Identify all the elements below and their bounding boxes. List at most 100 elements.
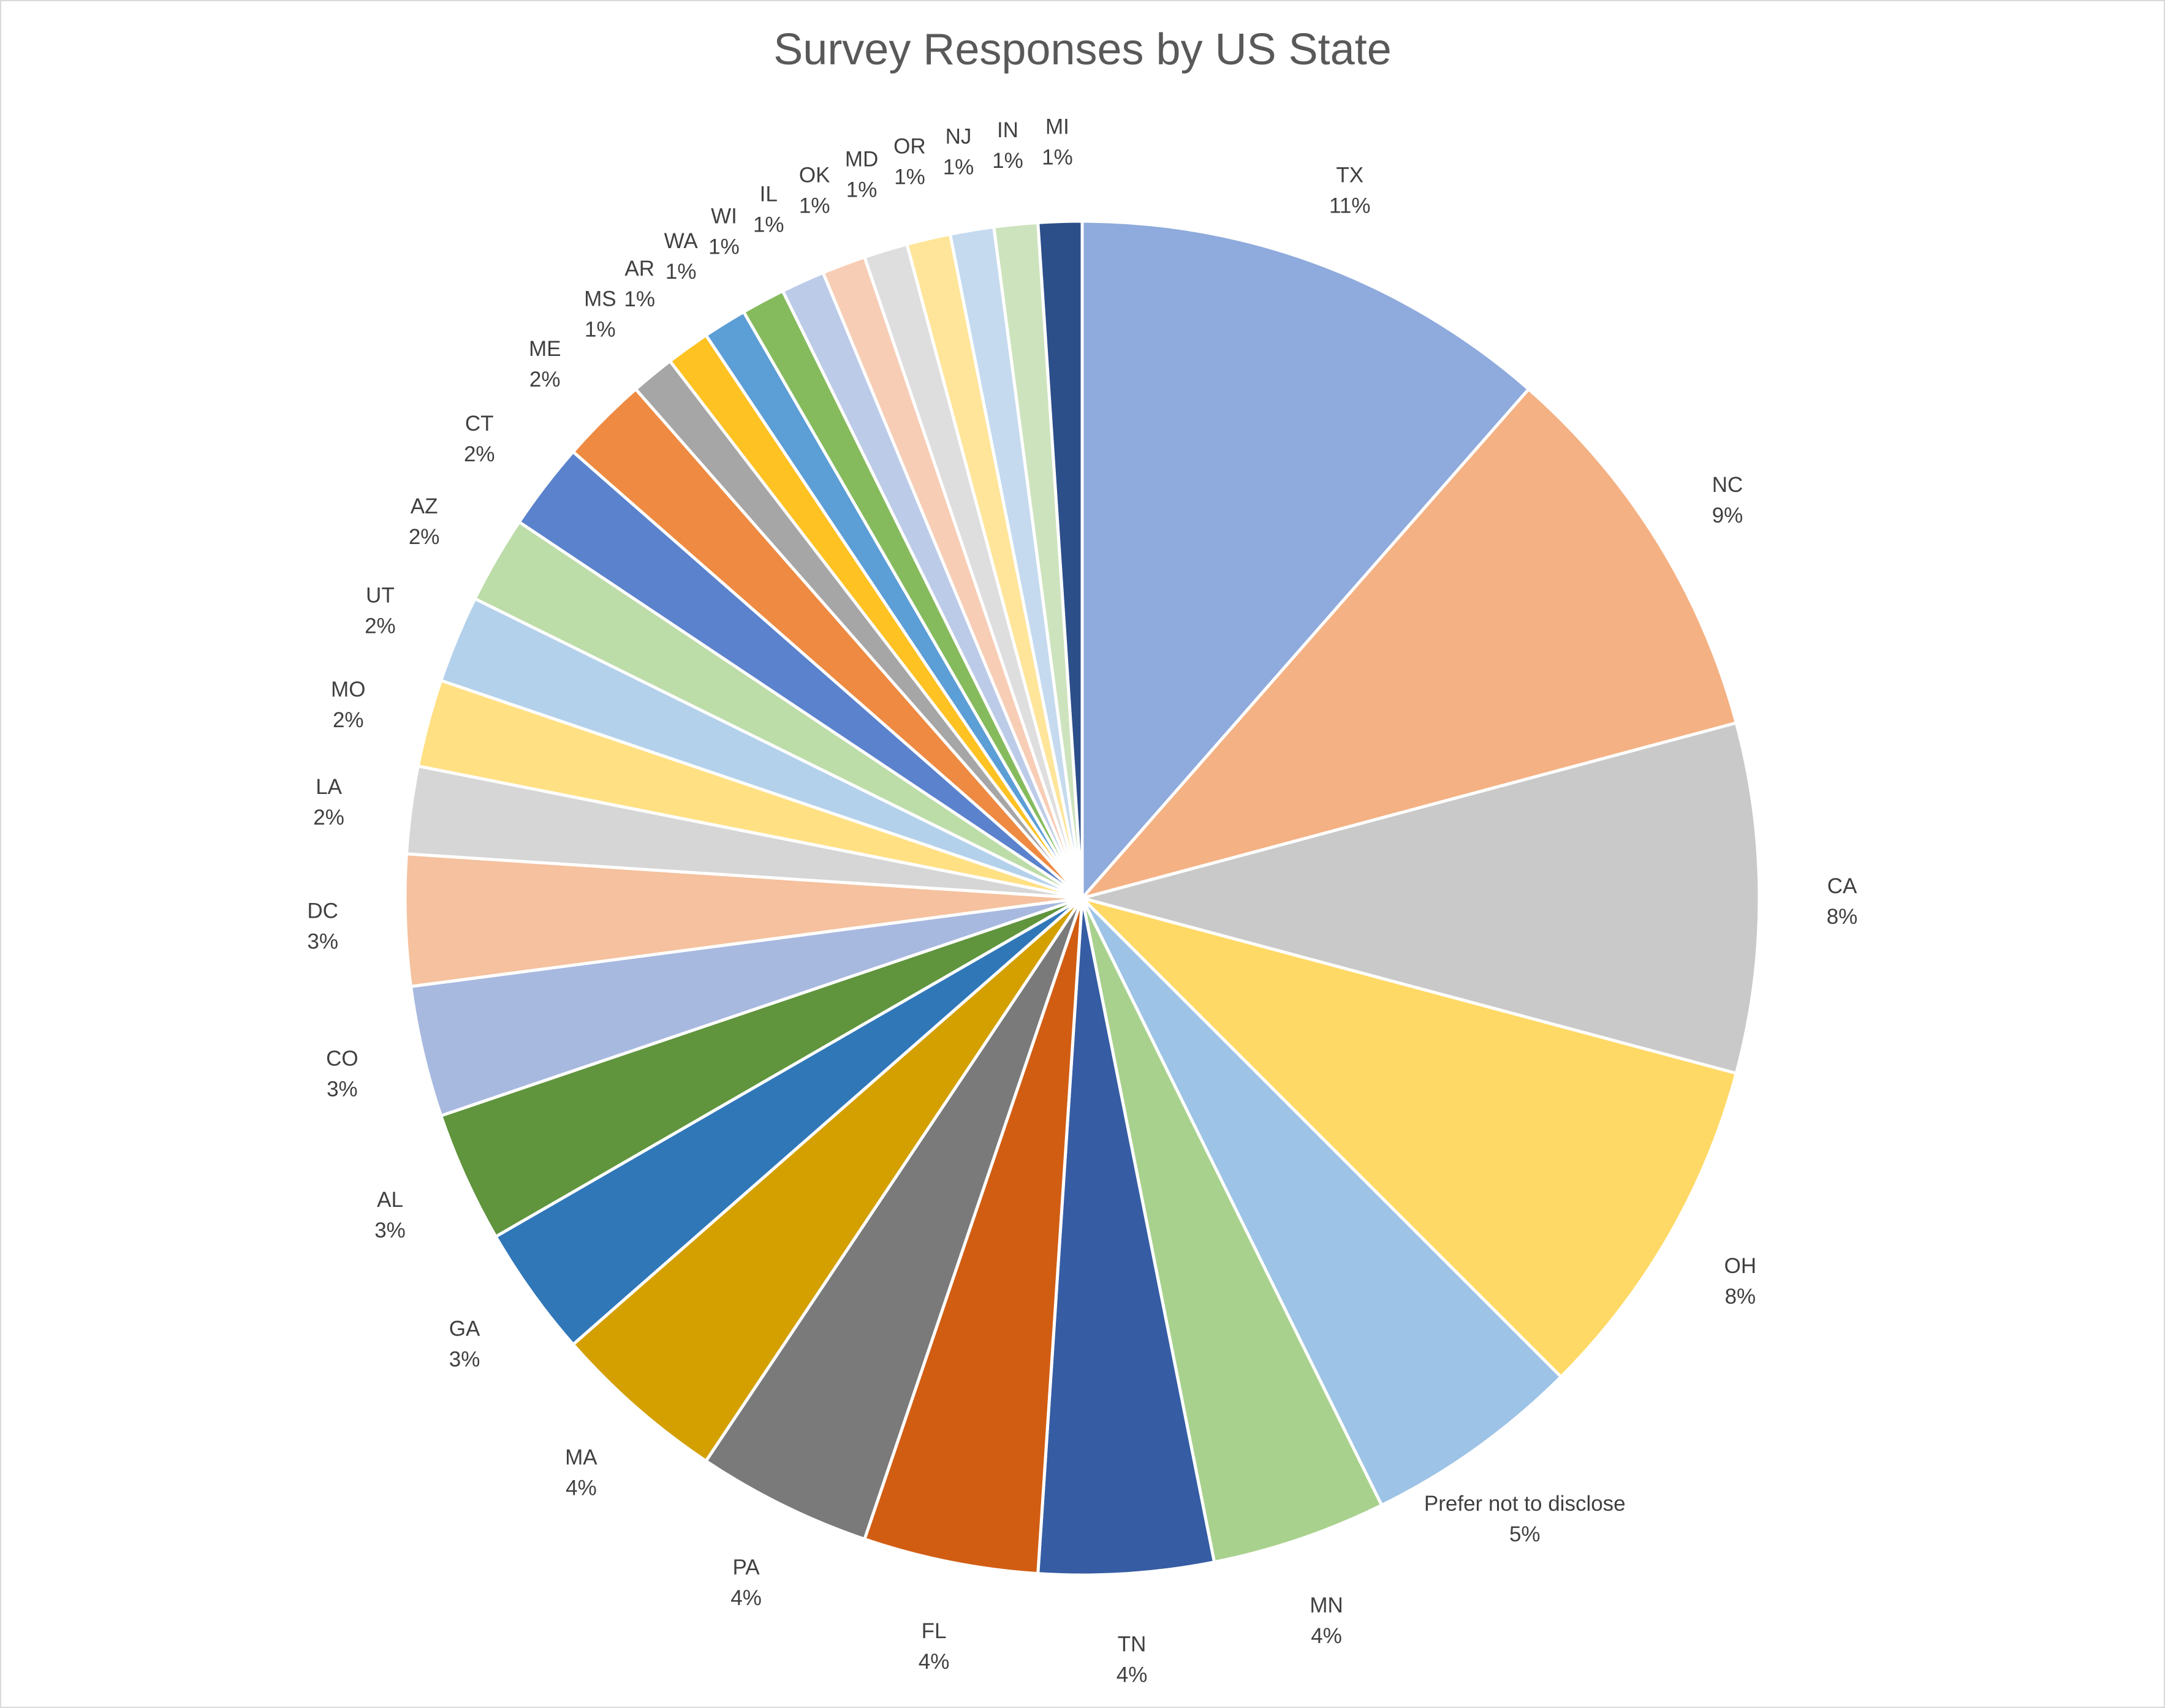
pie-slice-mn	[1080, 897, 1384, 1564]
data-label-category: MS	[584, 287, 616, 311]
data-label-category: TX	[1336, 163, 1363, 187]
data-label: MD 1%	[845, 147, 878, 202]
data-label: AZ 2%	[409, 494, 440, 549]
data-label-value: 3%	[327, 1078, 358, 1102]
data-label-value: 1%	[585, 317, 616, 341]
data-labels: TX 11% NC 9% CA 8% OH 8% Prefer not to disclose 5…	[307, 115, 1857, 1687]
data-label-category: NC	[1712, 473, 1743, 497]
pie-slice-tx	[1080, 219, 1531, 902]
data-label-category: WA	[664, 229, 699, 253]
data-label-category: FL	[922, 1619, 947, 1643]
data-label: TX 11%	[1329, 163, 1370, 217]
data-label: ME 2%	[529, 337, 561, 391]
data-label-value: 8%	[1725, 1285, 1756, 1309]
data-label-value: 2%	[313, 806, 344, 829]
data-label: GA 3%	[449, 1317, 480, 1371]
data-label-category: AL	[377, 1188, 403, 1212]
data-label-category: MI	[1045, 115, 1069, 139]
data-label: CO 3%	[326, 1047, 358, 1102]
pie-slice-mi	[1036, 219, 1084, 899]
data-label-category: AR	[624, 257, 654, 281]
data-label-category: OR	[893, 134, 926, 158]
data-label-category: OH	[1724, 1254, 1757, 1278]
data-label: MO 2%	[331, 678, 365, 732]
data-label-category: DC	[307, 899, 338, 923]
data-label-value: 4%	[919, 1650, 950, 1674]
data-label-value: 2%	[529, 368, 561, 391]
data-label-category: AZ	[411, 494, 438, 518]
pie-slice-nc	[1077, 387, 1738, 901]
data-label: TN 4%	[1117, 1632, 1148, 1687]
data-label-value: 1%	[665, 260, 697, 284]
data-label: NJ 1%	[943, 125, 974, 179]
data-label: MN 4%	[1310, 1593, 1343, 1648]
data-label-category: CO	[326, 1047, 358, 1071]
data-label-value: 9%	[1712, 504, 1743, 527]
data-label: NC 9%	[1712, 473, 1743, 527]
data-label: CT 2%	[464, 412, 495, 466]
chart-title: Survey Responses by US State	[773, 25, 1392, 74]
pie-slices	[403, 219, 1761, 1577]
data-label: DC 3%	[307, 899, 338, 954]
data-label: WA 1%	[664, 229, 699, 284]
data-label-value: 3%	[374, 1219, 406, 1242]
data-label-value: 2%	[464, 442, 495, 466]
data-label-value: 1%	[943, 156, 974, 179]
data-label: AL 3%	[374, 1188, 406, 1242]
data-label: PA 4%	[730, 1555, 762, 1610]
data-label-value: 8%	[1827, 905, 1858, 929]
data-label-category: WI	[711, 204, 737, 228]
data-label: CA 8%	[1827, 874, 1858, 929]
data-label-category: OK	[799, 163, 830, 187]
data-label-category: NJ	[946, 125, 972, 149]
pie-slice-ca	[1076, 720, 1761, 1076]
data-label: MS 1%	[584, 287, 616, 341]
data-label-category: ME	[529, 337, 561, 361]
data-label-value: 2%	[333, 708, 364, 732]
data-label: Prefer not to disclose 5%	[1424, 1492, 1626, 1546]
pie-slice-prefer-not-to-disclose	[1080, 897, 1563, 1508]
data-label-category: MD	[845, 147, 878, 171]
data-label: IN 1%	[992, 118, 1023, 173]
data-label-value: 2%	[365, 614, 396, 638]
data-label-category: CT	[465, 412, 494, 436]
data-label: FL 4%	[919, 1619, 950, 1674]
data-label: UT 2%	[365, 583, 396, 638]
data-label: IL 1%	[753, 183, 784, 237]
data-label-value: 4%	[566, 1476, 597, 1500]
data-label-value: 1%	[894, 165, 925, 189]
data-label-value: 1%	[799, 194, 830, 217]
data-label-value: 4%	[1117, 1663, 1148, 1687]
data-label-value: 1%	[708, 235, 740, 259]
data-label: LA 2%	[313, 775, 344, 829]
data-label-value: 1%	[1042, 146, 1073, 170]
data-label-value: 5%	[1509, 1522, 1541, 1546]
data-label-value: 1%	[753, 213, 784, 237]
data-label: OR 1%	[893, 134, 926, 189]
data-label-category: MO	[331, 678, 365, 701]
data-label: MI 1%	[1042, 115, 1073, 170]
data-label-value: 3%	[307, 930, 338, 954]
data-label-value: 2%	[409, 525, 440, 549]
data-label-category: GA	[449, 1317, 480, 1340]
data-label: OH 8%	[1724, 1254, 1757, 1309]
data-label-category: Prefer not to disclose	[1424, 1492, 1626, 1516]
data-label-category: UT	[366, 583, 395, 607]
data-label: MA 4%	[565, 1445, 597, 1500]
data-label-category: TN	[1118, 1632, 1147, 1656]
data-label-category: CA	[1827, 874, 1857, 898]
data-label: WI 1%	[708, 204, 740, 259]
data-label-value: 1%	[992, 149, 1023, 173]
data-label-category: MN	[1310, 1593, 1343, 1617]
pie-slice-tn	[1036, 897, 1216, 1577]
data-label: AR 1%	[624, 257, 655, 311]
data-label-category: MA	[565, 1445, 597, 1469]
data-label-category: IN	[997, 118, 1018, 142]
data-label-category: IL	[760, 183, 778, 206]
data-label-value: 4%	[1311, 1624, 1342, 1648]
pie-slice-pa	[703, 897, 1084, 1541]
data-label-category: LA	[316, 775, 342, 799]
data-label-category: PA	[733, 1555, 760, 1579]
data-label-value: 1%	[624, 287, 655, 311]
